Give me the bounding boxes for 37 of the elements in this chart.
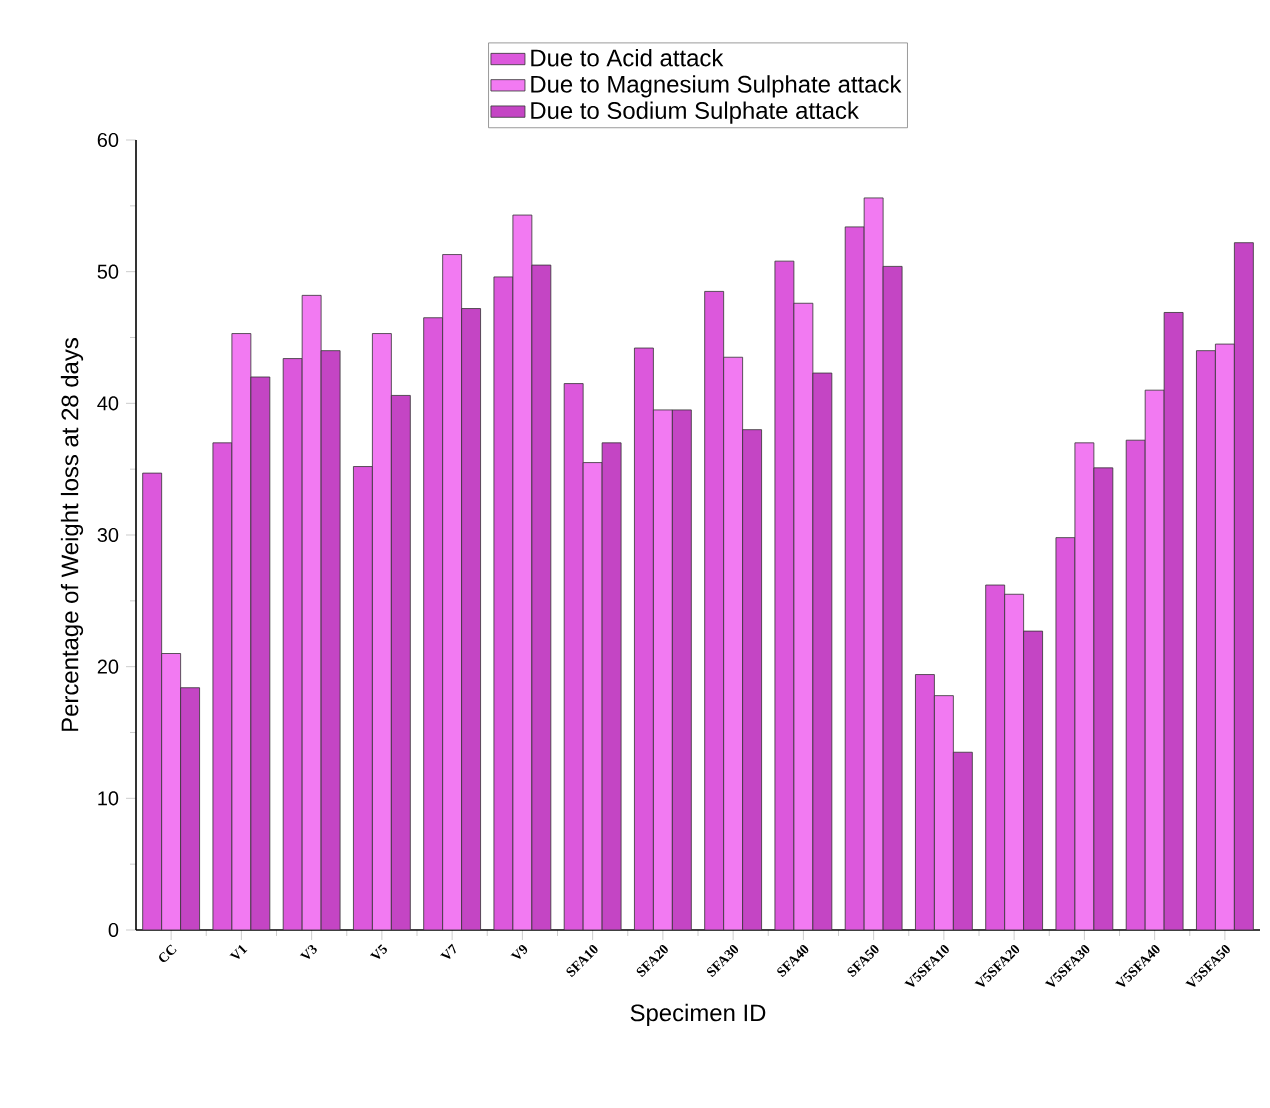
bar xyxy=(634,347,654,930)
bar xyxy=(161,653,182,930)
bar xyxy=(742,429,762,930)
y-tick-label: 30 xyxy=(97,527,119,543)
bar xyxy=(1004,593,1025,930)
bar xyxy=(1215,343,1235,930)
y-axis-title: Percentage of Weight loss at 28 days xyxy=(60,338,84,731)
bar xyxy=(915,674,935,930)
bar xyxy=(723,356,744,930)
bar xyxy=(1233,242,1254,930)
bar xyxy=(952,751,973,930)
bar xyxy=(704,291,725,930)
bar xyxy=(985,584,1006,930)
bar xyxy=(671,409,692,930)
y-tick-label: 20 xyxy=(97,659,119,674)
bar xyxy=(442,254,463,930)
bar xyxy=(423,317,444,930)
legend-label: Due to Acid attack xyxy=(531,48,724,67)
y-tick-label: 50 xyxy=(97,264,119,279)
legend-label: Due to Magnesium Sulphate attack xyxy=(531,75,902,98)
bar xyxy=(353,466,373,930)
y-tick-label: 10 xyxy=(98,791,119,806)
legend-label: Due to Sodium Sulphate attack xyxy=(531,101,859,124)
bar xyxy=(934,695,954,930)
x-axis-title: Specimen ID xyxy=(630,1003,766,1027)
bar xyxy=(653,409,673,930)
bar xyxy=(142,472,163,930)
bar xyxy=(372,333,392,930)
bar xyxy=(1023,630,1043,930)
y-tick-label: 40 xyxy=(97,396,119,411)
y-tick-label: 0 xyxy=(108,922,119,938)
bar xyxy=(461,308,481,930)
bar xyxy=(390,395,411,930)
bar xyxy=(180,687,200,930)
bar xyxy=(1196,350,1216,930)
y-tick-label: 60 xyxy=(97,132,119,148)
bar xyxy=(1125,439,1146,930)
